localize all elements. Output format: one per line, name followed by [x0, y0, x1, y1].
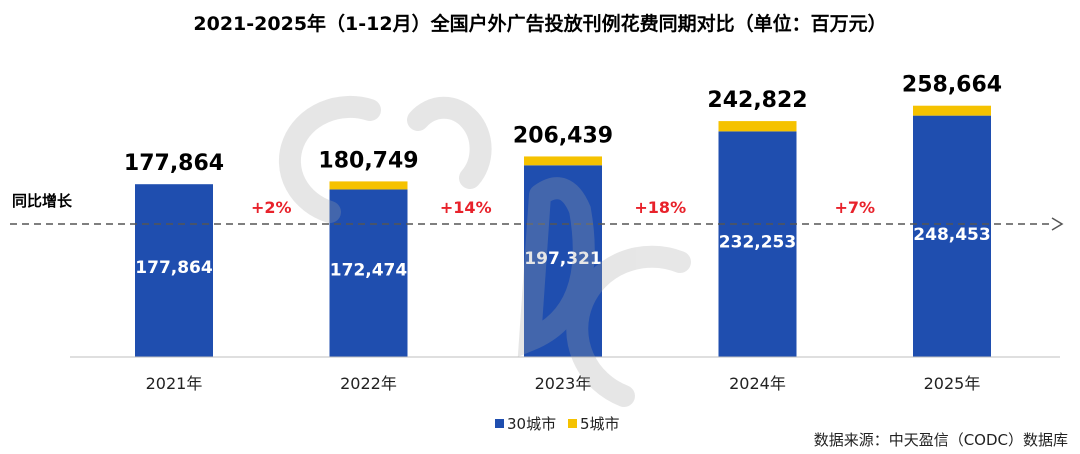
bar-total-label: 258,664: [902, 73, 1002, 98]
bar-5-cities: [329, 181, 408, 190]
bar-30-cities: [329, 189, 408, 357]
bar-30-cities: [913, 115, 991, 358]
x-tick-label: 2021年: [146, 374, 203, 393]
watermark-logo: [278, 95, 691, 407]
x-tick-label: 2023年: [535, 374, 592, 393]
growth-label: +7%: [834, 198, 875, 217]
bar-total-label: 180,749: [318, 148, 418, 173]
bar-30-cities: [135, 184, 213, 357]
bar-value-label: 197,321: [524, 249, 601, 269]
bar-30-cities: [718, 131, 797, 357]
yoy-reference-label: 同比增长: [12, 192, 73, 210]
x-tick-labels: 2021年 2022年 2023年 2024年 2025年: [146, 374, 981, 393]
growth-label: +18%: [634, 198, 686, 217]
bar-total-label: 177,864: [124, 151, 224, 176]
legend-swatch-30-cities: [495, 419, 504, 428]
bar-5-cities: [524, 156, 602, 166]
bars-group: [135, 105, 991, 358]
data-source: 数据来源：中天盈信（CODC）数据库: [814, 431, 1068, 449]
legend: 30城市 5城市: [495, 415, 620, 433]
bar-total-label: 206,439: [513, 123, 613, 148]
bar-5-cities: [913, 105, 991, 116]
arrow-right-icon: [1051, 217, 1064, 231]
legend-label-30-cities: 30城市: [507, 415, 556, 433]
bar-value-label: 232,253: [719, 233, 796, 253]
legend-label-5-cities: 5城市: [580, 415, 620, 433]
growth-labels: +2% +14% +18% +7%: [251, 198, 875, 217]
bar-value-label: 248,453: [913, 225, 990, 245]
x-tick-label: 2024年: [729, 374, 786, 393]
bar-value-label: 172,474: [330, 261, 408, 281]
bar-total-label: 242,822: [707, 88, 807, 113]
legend-swatch-5-cities: [568, 419, 577, 428]
x-tick-label: 2022年: [340, 374, 397, 393]
growth-label: +2%: [251, 198, 292, 217]
bar-30-cities: [524, 165, 602, 357]
x-tick-label: 2025年: [924, 374, 981, 393]
bar-5-cities: [718, 121, 797, 132]
bar-value-label: 177,864: [135, 258, 213, 278]
growth-label: +14%: [440, 198, 492, 217]
chart-title: 2021-2025年（1-12月）全国户外广告投放刊例花费同期对比（单位：百万元…: [193, 12, 886, 35]
labels-group: 177,864 177,864 172,474 180,749 197,321 206,4…: [124, 73, 1002, 281]
